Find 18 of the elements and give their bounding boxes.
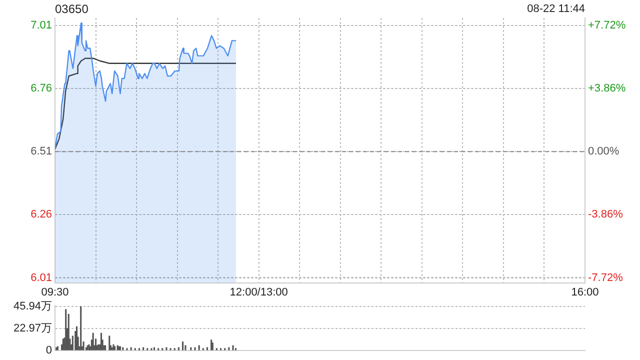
y-tick-label: 45.94万 [13,300,52,313]
y-tick-label: 7.01 [30,20,52,32]
y-tick-label: 0 [46,344,52,356]
y-tick-label: 22.97万 [13,322,52,335]
y2-tick-label: +3.86% [588,82,626,95]
y2-tick-label: 0.00% [588,146,620,158]
y-tick-label: 6.26 [30,208,52,221]
y-tick-label: 6.76 [30,82,52,95]
chart-title: 03650 [55,2,88,16]
y-tick-label: 6.01 [30,272,52,284]
y2-tick-label: -7.72% [588,272,624,284]
y-tick-label: 6.51 [30,146,52,158]
x-tick-label: 16:00 [571,286,599,298]
x-tick-label: 12:00/13:00 [230,286,288,298]
x-tick-label: 09:30 [41,286,69,298]
text: 08-22 11:44 [527,3,585,15]
y2-tick-label: -3.86% [588,208,624,221]
y2-tick-label: +7.72% [588,20,626,32]
